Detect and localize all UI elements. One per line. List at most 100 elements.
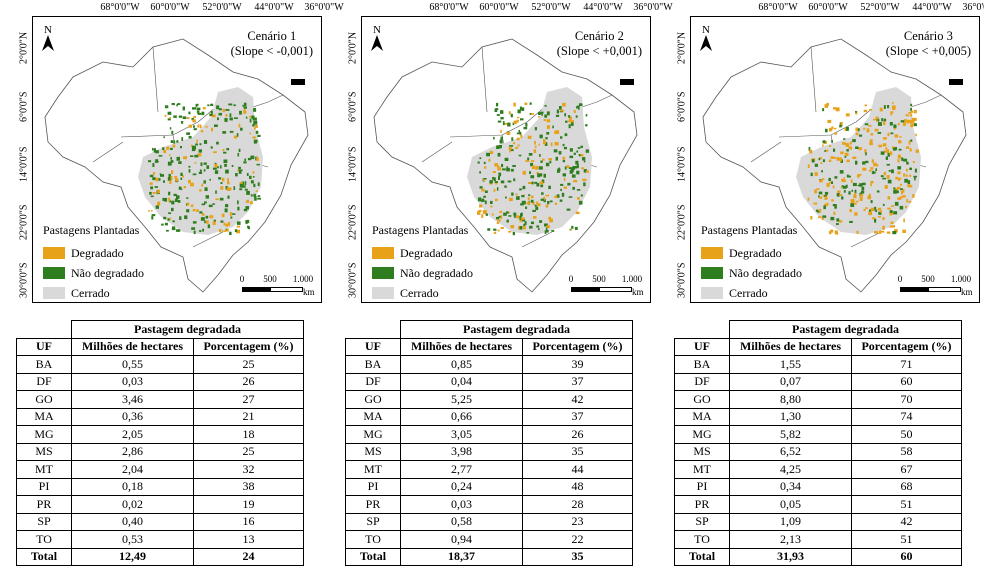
table-cell-pct: 23 (522, 512, 633, 531)
table-cell-mh: 0,02 (71, 495, 194, 514)
table-cell-mh: 0,94 (400, 530, 523, 549)
table-cell-uf: MG (16, 425, 72, 444)
legend-item-degradado: Degradado (372, 243, 473, 263)
legend-item-degradado: Degradado (43, 243, 144, 263)
table-cell-uf: SP (16, 512, 72, 531)
table-corner (674, 320, 730, 339)
table-total-label: Total (674, 547, 730, 566)
latitude-label: 30°0'0"S (676, 262, 688, 298)
table-cell-uf: GO (674, 390, 730, 409)
table-cell-pct: 22 (522, 530, 633, 549)
scale-tick: 500 (263, 274, 277, 284)
legend-swatch (43, 267, 65, 279)
table-cell-mh: 8,80 (729, 390, 852, 409)
legend-label: Cerrado (400, 285, 439, 300)
table-cell-uf: DF (345, 372, 401, 391)
legend-label: Degradado (729, 245, 782, 260)
longitude-label: 36°0'0"W (962, 2, 984, 13)
table-cell-uf: MS (345, 442, 401, 461)
table-cell-uf: TO (345, 530, 401, 549)
table-cell-pct: 25 (193, 442, 304, 461)
scale-segment (270, 287, 303, 292)
table-cell-mh: 0,34 (729, 477, 852, 496)
table-row: MT 2,77 44 (345, 460, 633, 479)
legend-label: Degradado (71, 245, 124, 260)
table-cell-uf: MA (674, 407, 730, 426)
table-cell-pct: 51 (851, 495, 962, 514)
table-cell-pct: 13 (193, 530, 304, 549)
table-cell-mh: 1,30 (729, 407, 852, 426)
scale-tick: 1.000 (621, 274, 643, 284)
table-cell-pct: 37 (522, 407, 633, 426)
scale-unit: km (961, 287, 973, 297)
table-cell-pct: 37 (522, 372, 633, 391)
table-cell-uf: MT (674, 460, 730, 479)
table-cell-mh: 0,85 (400, 355, 523, 374)
table-cell-uf: GO (345, 390, 401, 409)
legend-label: Cerrado (729, 285, 768, 300)
table-row: MT 4,25 67 (674, 460, 962, 479)
legend-label: Não degradado (400, 265, 473, 280)
table-row: DF 0,03 26 (16, 372, 304, 391)
legend-swatch (43, 287, 65, 299)
scenario-panel-1: 68°0'0"W 60°0'0"W 52°0'0"W 44°0'0"W 36°0… (16, 0, 344, 576)
table-cell-pct: 70 (851, 390, 962, 409)
latitude-label: 6°0'0"S (347, 91, 359, 122)
table-cell-mh: 5,25 (400, 390, 523, 409)
table-cell-pct: 50 (851, 425, 962, 444)
table-row: SP 1,09 42 (674, 512, 962, 531)
latitude-label: 30°0'0"S (18, 262, 30, 298)
table-cell-uf: MA (16, 407, 72, 426)
pasture-layer (807, 102, 919, 235)
north-arrow-icon: N (371, 24, 383, 51)
scale-unit: km (632, 287, 644, 297)
latitude-label: 2°0'0"N (676, 31, 688, 64)
table-row: GO 3,46 27 (16, 390, 304, 409)
table-cell-pct: 16 (193, 512, 304, 531)
longitude-label: 44°0'0"W (583, 2, 623, 13)
table-cell-uf: PR (674, 495, 730, 514)
scale-segment (599, 287, 632, 292)
table-corner (16, 320, 72, 339)
longitude-label: 60°0'0"W (479, 2, 519, 13)
table-row: PI 0,18 38 (16, 477, 304, 496)
table-cell-uf: GO (16, 390, 72, 409)
col-header-percent: Porcentagem (%) (193, 337, 304, 356)
table-cell-mh: 0,36 (71, 407, 194, 426)
legend-swatch (372, 247, 394, 259)
pasture-layer (477, 102, 589, 236)
table-row: MG 5,82 50 (674, 425, 962, 444)
table-row: PR 0,02 19 (16, 495, 304, 514)
table-cell-pct: 60 (851, 372, 962, 391)
scenario-slope: (Slope < -0,001) (230, 44, 313, 58)
longitude-label: 44°0'0"W (912, 2, 952, 13)
table-row: PI 0,34 68 (674, 477, 962, 496)
legend-swatch (701, 267, 723, 279)
brazil-map: N Cenário 1 (Slope < -0,001) Pastagens P… (32, 16, 322, 303)
table-row: TO 0,53 13 (16, 530, 304, 549)
table-row: MS 6,52 58 (674, 442, 962, 461)
legend-item-degradado: Degradado (701, 243, 802, 263)
col-header-millions: Milhões de hectares (400, 337, 523, 356)
table-cell-uf: BA (674, 355, 730, 374)
degraded-pasture-table: Pastagem degradada UF Milhões de hectare… (16, 320, 304, 566)
table-cell-pct: 58 (851, 442, 962, 461)
table-row: BA 0,55 25 (16, 355, 304, 374)
longitude-label: 52°0'0"W (202, 2, 242, 13)
table-total-label: Total (16, 547, 72, 566)
table-cell-mh: 3,46 (71, 390, 194, 409)
table-total-label: Total (345, 547, 401, 566)
map-legend: Pastagens Plantadas Degradado Não degrad… (43, 223, 144, 302)
scenario-slope: (Slope < +0,005) (885, 44, 971, 58)
scale-segment (928, 287, 961, 292)
latitude-label: 22°0'0"S (347, 204, 359, 240)
longitude-label: 36°0'0"W (304, 2, 344, 13)
table-total-pct: 60 (851, 547, 962, 566)
table-cell-uf: MS (16, 442, 72, 461)
scale-tick: 500 (921, 274, 935, 284)
table-cell-mh: 0,53 (71, 530, 194, 549)
table-cell-mh: 0,24 (400, 477, 523, 496)
scale-segment (900, 287, 928, 292)
table-cell-uf: PI (674, 477, 730, 496)
col-header-millions: Milhões de hectares (729, 337, 852, 356)
